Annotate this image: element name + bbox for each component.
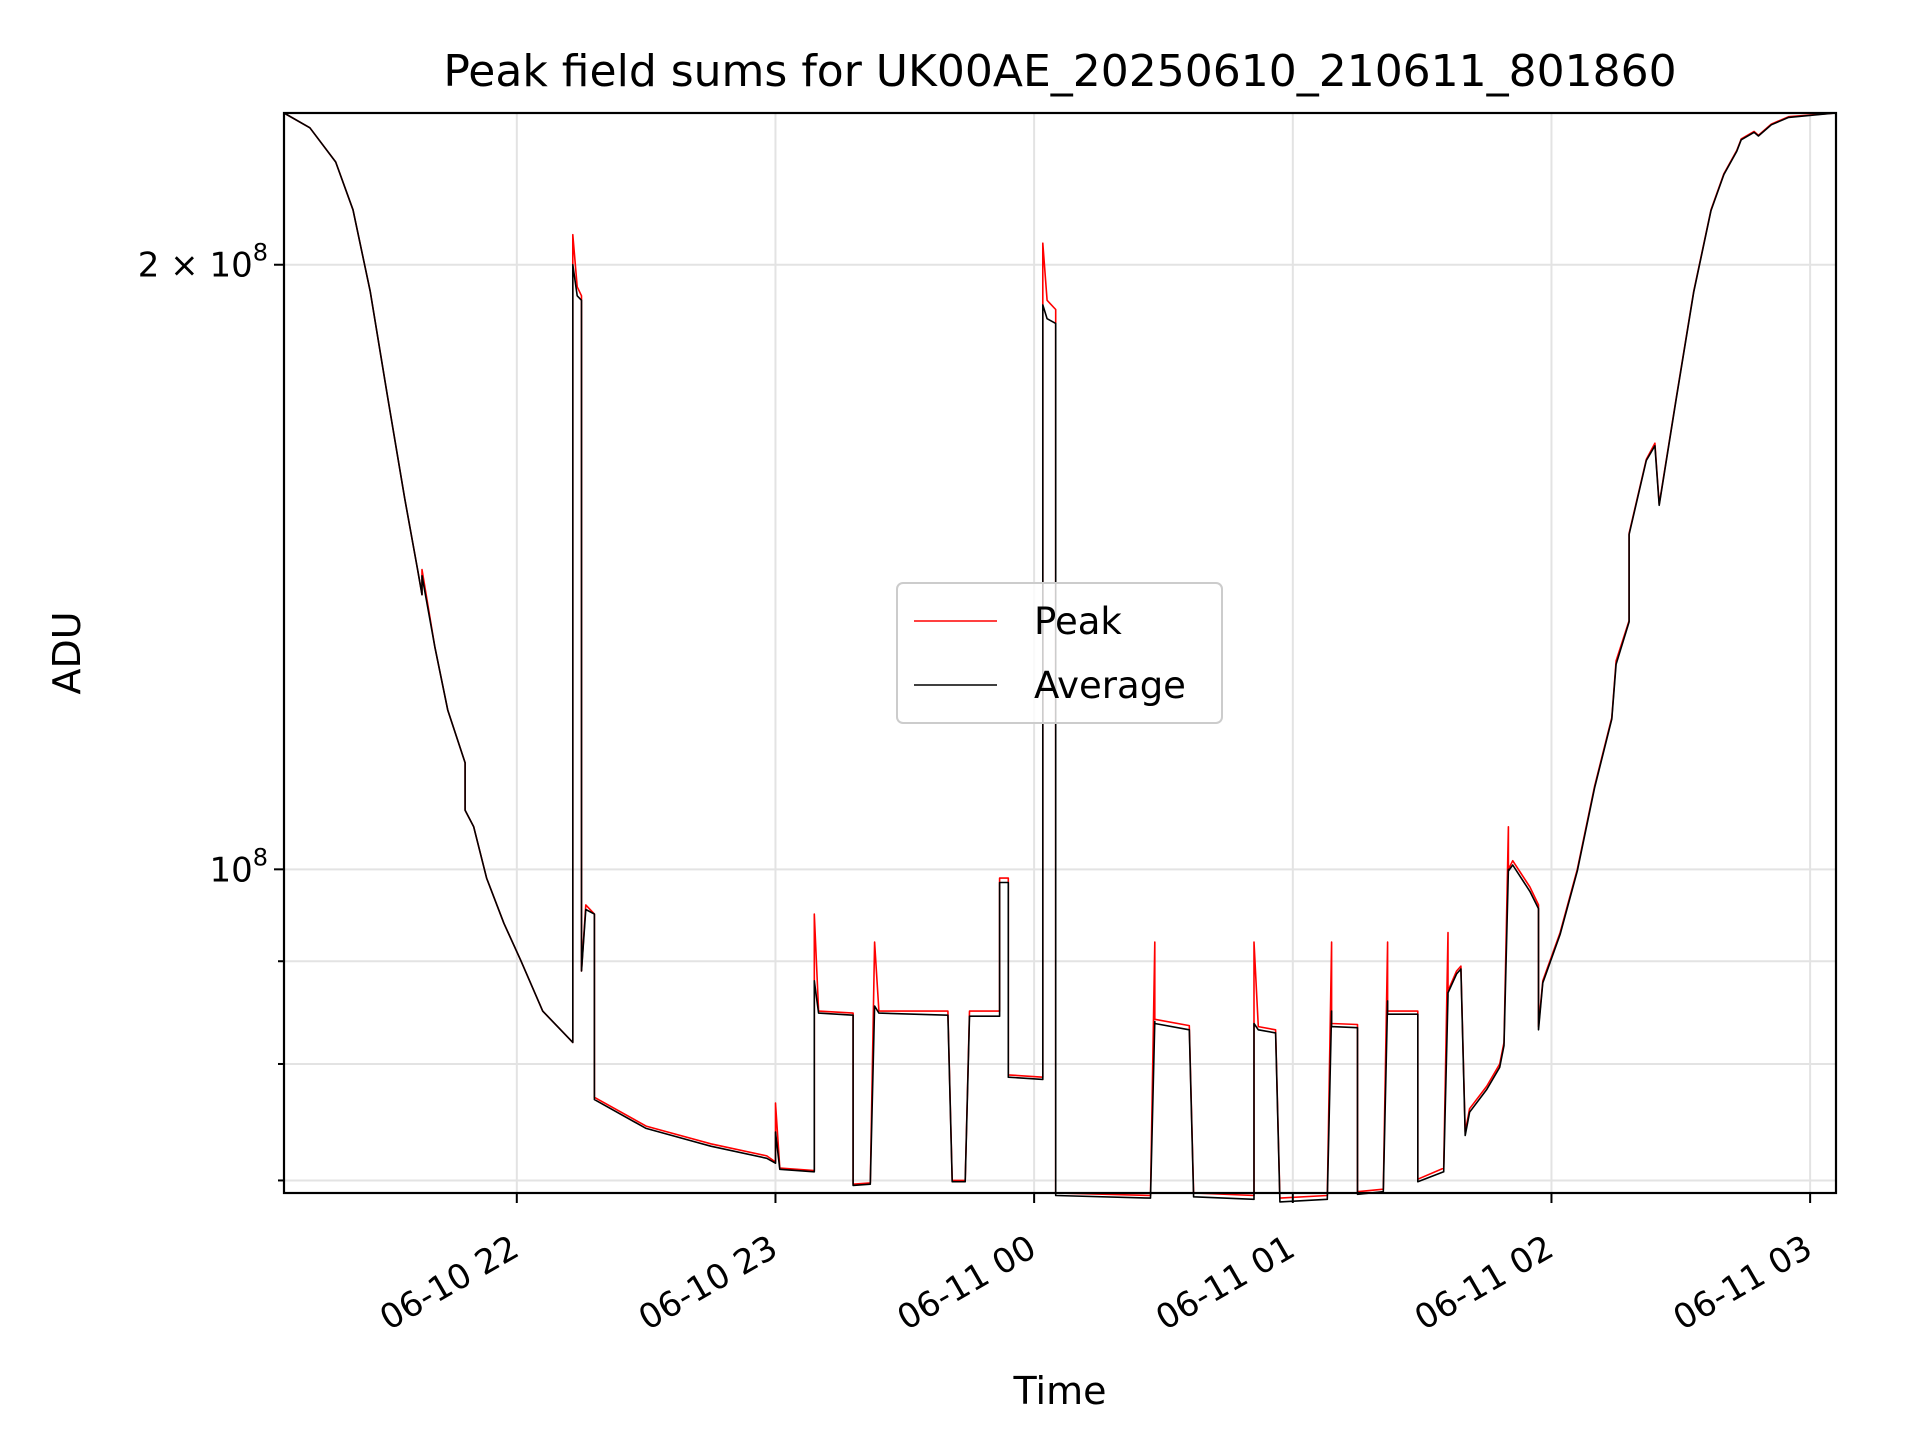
legend-label-average: Average bbox=[1034, 664, 1186, 707]
x-axis-label: Time bbox=[1013, 1369, 1107, 1413]
chart-title: Peak field sums for UK00AE_20250610_2106… bbox=[443, 46, 1676, 97]
legend-box bbox=[896, 582, 1223, 724]
legend: Peak Average bbox=[896, 582, 1223, 724]
series-line-average bbox=[283, 112, 1837, 1203]
y-tick-label: 2 × 108 bbox=[138, 239, 268, 286]
plot-frame bbox=[282, 111, 1838, 1195]
plot-series bbox=[283, 112, 1837, 1203]
y-tick-label: 108 bbox=[209, 843, 268, 890]
y-axis-ticks: 108 2 × 108 bbox=[138, 239, 284, 1182]
legend-label-peak: Peak bbox=[1034, 600, 1122, 643]
y-axis-label: ADU bbox=[45, 611, 89, 694]
